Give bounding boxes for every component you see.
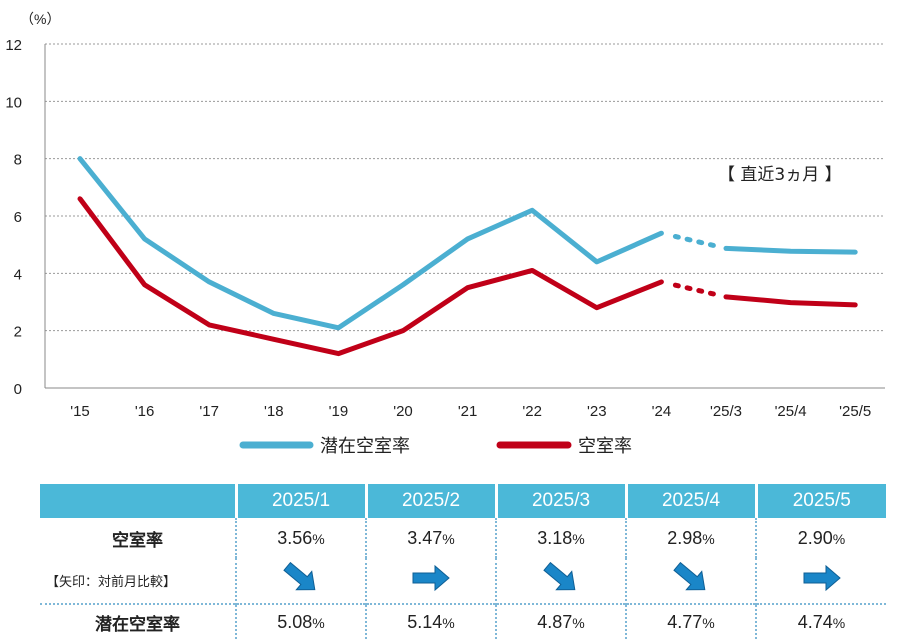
vacancy-value: 3.18% xyxy=(495,518,626,558)
y-tick-label: 6 xyxy=(14,209,22,226)
series-line-gap-1 xyxy=(672,282,723,298)
x-tick-label: '25/3 xyxy=(710,403,742,420)
legend-label-potential-vacancy: 潜在空室率 xyxy=(320,436,410,457)
legend: 潜在空室率 空室率 xyxy=(239,436,632,457)
x-tick-label: '23 xyxy=(587,403,607,420)
vacancy-line-chart: 0 2 4 6 8 10 12 '15 '16 '17 '18 '19 '20 '21 '22 '23 '24… xyxy=(5,11,885,457)
x-tick-label: '24 xyxy=(652,403,672,420)
recent-three-months-note: 【 直近3ヵ月 】 xyxy=(718,165,842,185)
month-header: 2025/1 xyxy=(234,484,366,518)
legend-label-vacancy: 空室率 xyxy=(578,436,632,457)
header-blank-cell xyxy=(40,484,236,518)
trend-arrow-cell xyxy=(365,558,496,604)
y-tick-label: 10 xyxy=(5,94,22,111)
x-tick-label: '15 xyxy=(70,403,90,420)
arrow-down-right-icon xyxy=(673,561,706,591)
x-tick-label: '25/5 xyxy=(839,403,871,420)
y-tick-label: 0 xyxy=(14,381,22,398)
monthly-summary-table: 2025/1 2025/2 2025/3 2025/4 2025/5 空室率 3… xyxy=(40,484,886,639)
vacancy-value: 3.47% xyxy=(365,518,496,558)
potential-vacancy-row-label: 潜在空室率 xyxy=(40,603,236,639)
x-tick-label: '19 xyxy=(329,403,349,420)
series-line-recent-1 xyxy=(723,294,858,308)
potential-vacancy-value: 4.77% xyxy=(625,603,756,639)
x-tick-label: '17 xyxy=(199,403,219,420)
x-tick-label: '18 xyxy=(264,403,284,420)
arrow-down-right-icon xyxy=(543,561,576,591)
x-tick-label: '25/4 xyxy=(775,403,807,420)
arrow-right-icon xyxy=(412,564,450,592)
y-tick-label: 8 xyxy=(14,152,22,169)
trend-arrow-cell xyxy=(235,558,366,604)
potential-vacancy-value: 4.74% xyxy=(755,603,886,639)
potential-vacancy-value: 5.08% xyxy=(235,603,366,639)
x-tick-label: '16 xyxy=(135,403,155,420)
y-tick-label: 2 xyxy=(14,324,22,341)
month-header: 2025/2 xyxy=(364,484,496,518)
x-tick-label: '22 xyxy=(522,403,542,420)
vacancy-value: 2.90% xyxy=(755,518,886,558)
potential-vacancy-value: 5.14% xyxy=(365,603,496,639)
trend-arrow-cell xyxy=(625,558,756,604)
x-tick-label: '20 xyxy=(393,403,413,420)
y-unit-label: （%） xyxy=(20,11,60,27)
y-tick-label: 12 xyxy=(5,37,22,54)
series-line-gap-0 xyxy=(672,233,723,250)
vacancy-row-label: 空室率 xyxy=(112,530,163,551)
vacancy-value: 2.98% xyxy=(625,518,756,558)
series-line-recent-0 xyxy=(723,245,858,255)
arrow-note-label: 【矢印：対前月比較】 xyxy=(46,575,177,590)
series-line-historical-1 xyxy=(77,196,664,357)
arrow-right-icon xyxy=(803,564,841,592)
vacancy-value: 3.56% xyxy=(235,518,366,558)
arrow-down-right-icon xyxy=(283,561,316,591)
month-header: 2025/3 xyxy=(494,484,626,518)
y-tick-label: 4 xyxy=(14,266,22,283)
series-line-historical-0 xyxy=(77,156,664,331)
month-header: 2025/5 xyxy=(754,484,886,518)
month-header: 2025/4 xyxy=(624,484,756,518)
potential-vacancy-value: 4.87% xyxy=(495,603,626,639)
trend-arrow-cell xyxy=(755,558,886,604)
x-tick-label: '21 xyxy=(458,403,478,420)
trend-arrow-cell xyxy=(495,558,626,604)
